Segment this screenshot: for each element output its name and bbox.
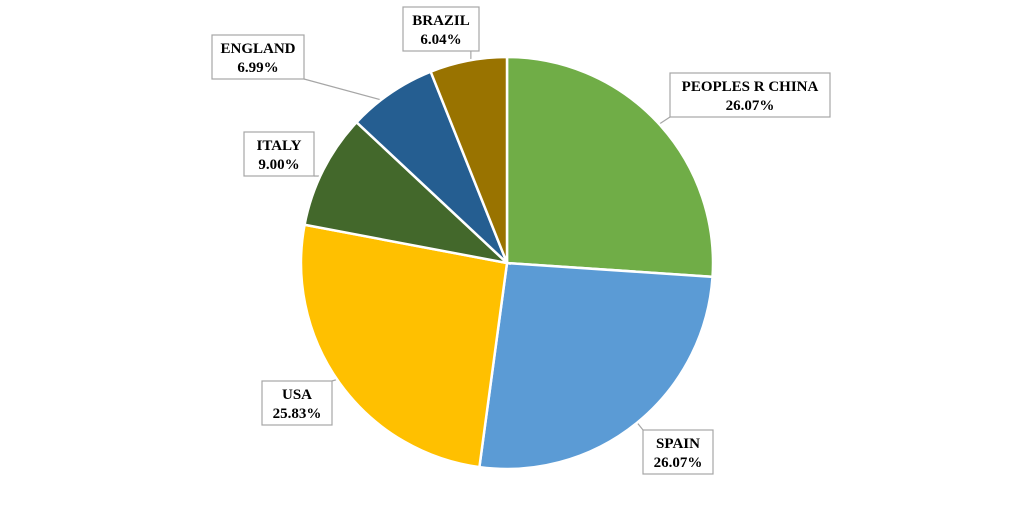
slice-category-label: BRAZIL bbox=[412, 13, 470, 29]
slice-category-label: ENGLAND bbox=[220, 41, 295, 57]
data-label-box bbox=[402, 6, 480, 52]
slice-percent-label: 6.04% bbox=[420, 32, 461, 48]
data-label-brazil: BRAZIL 6.04% bbox=[402, 6, 480, 52]
slice-percent-label: 6.99% bbox=[237, 60, 278, 76]
data-labels: PEOPLES R CHINA 26.07% SPAIN 26.07% USA 25.83… bbox=[211, 6, 831, 475]
pie-slice-usa bbox=[299, 223, 509, 469]
pie-slice-peoples-r-china bbox=[505, 55, 715, 279]
pie-slice-italy bbox=[303, 120, 511, 266]
data-label-box bbox=[243, 131, 315, 177]
data-label-box bbox=[211, 34, 305, 80]
slice-category-label: ITALY bbox=[256, 138, 301, 154]
slice-category-label: SPAIN bbox=[656, 436, 700, 452]
pie-slice-brazil bbox=[429, 55, 509, 264]
slice-category-label: USA bbox=[282, 387, 312, 403]
data-label-peoples-r-china: PEOPLES R CHINA 26.07% bbox=[669, 72, 831, 118]
data-label-england: ENGLAND 6.99% bbox=[211, 34, 305, 80]
slice-category-label: PEOPLES R CHINA bbox=[682, 79, 819, 95]
data-label-box bbox=[669, 72, 831, 118]
slice-percent-label: 26.07% bbox=[726, 98, 775, 114]
data-label-box bbox=[642, 429, 714, 475]
slice-percent-label: 9.00% bbox=[258, 157, 299, 173]
slice-percent-label: 25.83% bbox=[273, 406, 322, 422]
slice-percent-label: 26.07% bbox=[654, 455, 703, 471]
data-label-usa: USA 25.83% bbox=[261, 380, 333, 426]
data-label-spain: SPAIN 26.07% bbox=[642, 429, 714, 475]
pie-slices bbox=[299, 55, 715, 471]
data-label-italy: ITALY 9.00% bbox=[243, 131, 315, 177]
pie-slice-spain bbox=[477, 261, 714, 471]
data-label-box bbox=[261, 380, 333, 426]
